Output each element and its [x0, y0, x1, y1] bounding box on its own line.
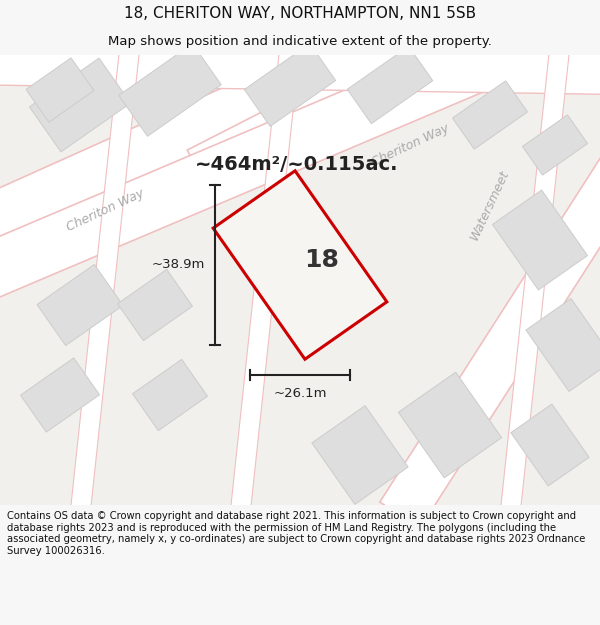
Polygon shape	[523, 115, 587, 175]
Polygon shape	[187, 0, 600, 200]
Text: 18, CHERITON WAY, NORTHAMPTON, NN1 5SB: 18, CHERITON WAY, NORTHAMPTON, NN1 5SB	[124, 6, 476, 21]
Polygon shape	[312, 406, 408, 504]
Polygon shape	[70, 44, 140, 516]
Polygon shape	[380, 112, 600, 528]
Text: Contains OS data © Crown copyright and database right 2021. This information is : Contains OS data © Crown copyright and d…	[7, 511, 586, 556]
Polygon shape	[526, 299, 600, 391]
Text: Watersmeet: Watersmeet	[468, 168, 512, 242]
Polygon shape	[0, 45, 600, 95]
Polygon shape	[500, 44, 570, 516]
Polygon shape	[118, 269, 193, 341]
Polygon shape	[244, 44, 335, 126]
Text: ~38.9m: ~38.9m	[152, 259, 205, 271]
Polygon shape	[0, 0, 600, 301]
Text: ~464m²/~0.115ac.: ~464m²/~0.115ac.	[195, 156, 398, 174]
Text: Cheriton Way: Cheriton Way	[369, 121, 451, 169]
Polygon shape	[29, 58, 131, 152]
Text: Map shows position and indicative extent of the property.: Map shows position and indicative extent…	[108, 35, 492, 48]
Polygon shape	[0, 55, 600, 505]
Polygon shape	[0, 0, 492, 253]
Polygon shape	[119, 44, 221, 136]
Polygon shape	[230, 44, 300, 516]
Text: Cheriton Way: Cheriton Way	[64, 186, 146, 234]
Polygon shape	[511, 404, 589, 486]
Polygon shape	[213, 171, 387, 359]
Polygon shape	[20, 358, 100, 432]
Polygon shape	[398, 372, 502, 478]
Polygon shape	[26, 58, 94, 122]
Polygon shape	[37, 264, 123, 346]
Polygon shape	[347, 46, 433, 124]
Polygon shape	[493, 190, 587, 290]
Polygon shape	[452, 81, 527, 149]
Text: ~26.1m: ~26.1m	[273, 387, 327, 400]
Text: 18: 18	[305, 248, 340, 272]
Polygon shape	[133, 359, 208, 431]
